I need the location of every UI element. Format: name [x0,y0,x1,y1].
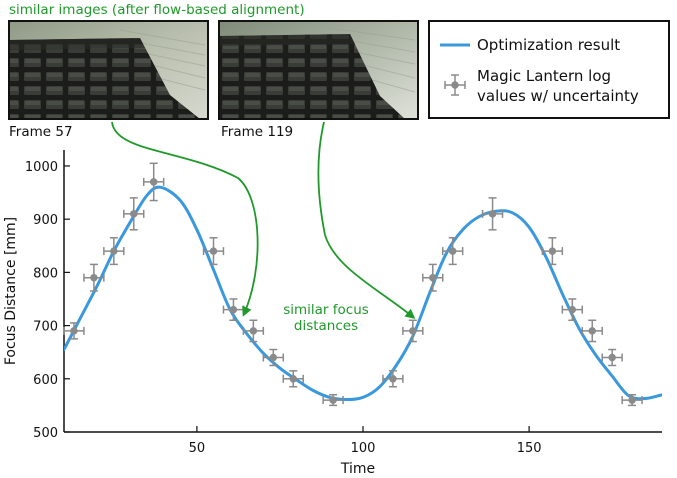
error-bar-point [621,394,643,407]
error-bar-point [541,237,564,266]
x-tick-label: 100 [351,441,376,456]
error-bar-point [581,319,603,343]
legend: Optimization result Magic Lantern log va… [428,20,670,119]
error-bar-point [63,322,85,340]
legend-line-label: Optimization result [477,36,620,54]
error-bar-point [422,263,444,292]
x-tick-label: 150 [517,441,542,456]
error-bar-point [601,348,623,367]
frame-119-image [218,20,419,120]
legend-marker-swatch [444,74,466,96]
y-tick-label: 500 [33,426,58,441]
x-ticks: 50 100 150 [189,426,542,456]
legend-marker-label-line1: Magic Lantern log [477,67,611,85]
y-axis-title: Focus Distance [mm] [3,217,19,365]
error-bar-point [322,394,344,407]
legend-marker-label-line2: values w/ uncertainty [477,87,639,105]
y-tick-label: 800 [33,266,58,281]
frame-57-image [8,20,209,120]
arrow-frame-119 [317,121,416,319]
error-bar-point [142,162,165,202]
y-ticks: 500 600 700 800 900 1000 [25,160,70,441]
error-bar-point [83,263,105,292]
error-bar-point [441,237,464,266]
error-bar-point [123,197,145,231]
focus-caption-line2: distances [294,318,358,334]
arrow-frame-57 [111,121,259,317]
error-bar-point [262,348,285,367]
y-tick-label: 700 [33,320,58,335]
x-tick-label: 50 [189,441,206,456]
error-bar-point [202,237,225,266]
y-tick-label: 900 [33,213,58,228]
y-tick-label: 1000 [25,160,58,175]
error-bar-point [242,319,265,343]
error-bar-point [561,298,584,322]
error-bar-point [481,197,504,231]
y-tick-label: 600 [33,373,58,388]
top-caption: similar images (after flow-based alignme… [9,2,305,18]
error-bar-point [103,237,125,266]
frame-57-caption: Frame 57 [9,124,73,140]
focus-caption-line1: similar focus [283,302,369,318]
error-bar-markers [63,162,643,407]
error-bar-point [382,370,404,388]
optimization-result-line [64,185,662,401]
x-axis-title: Time [340,461,375,477]
frame-119-caption: Frame 119 [221,124,293,140]
error-bar-point [282,370,304,388]
error-bar-point [402,319,424,343]
